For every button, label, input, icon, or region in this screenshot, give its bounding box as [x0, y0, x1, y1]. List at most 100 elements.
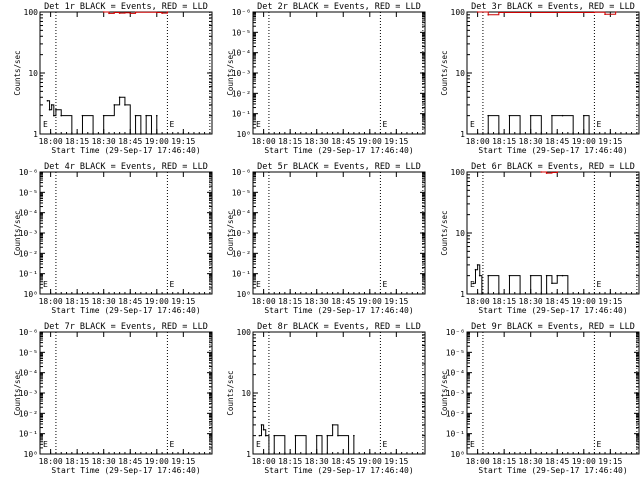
series-events-point	[268, 453, 270, 455]
series-events-point	[540, 133, 543, 135]
x-tick-label: 19:00	[358, 457, 382, 466]
start-marker-label: E	[43, 440, 48, 449]
panel-title: Det 9r BLACK = Events, RED = LLD	[471, 322, 635, 332]
series-lld-point	[551, 171, 553, 174]
series-events-point	[140, 133, 142, 135]
series-events-point	[556, 274, 559, 277]
x-tick-label: 19:00	[145, 457, 169, 466]
series-events-point	[284, 453, 286, 455]
x-tick-label: 19:15	[598, 297, 622, 306]
x-tick-label: 18:30	[519, 457, 543, 466]
start-marker-label: E	[470, 120, 475, 129]
x-axis-label: Start Time (29-Sep-17 17:46:40)	[264, 466, 413, 475]
x-tick-label: 18:15	[492, 457, 516, 466]
y-tick-label: 10⁻⁶	[19, 328, 38, 337]
plot-frame	[39, 331, 213, 455]
x-axis-label: Start Time (29-Sep-17 17:46:40)	[51, 306, 200, 315]
series-events-line	[473, 264, 569, 295]
start-marker-label: E	[256, 440, 261, 449]
series-events-point	[262, 428, 265, 431]
y-tick-label: 10⁻⁵	[232, 28, 251, 37]
x-tick-label: 18:45	[331, 457, 355, 466]
detector-panel-9: Det 9r BLACK = Events, RED = LLD 10⁰ 10⁻¹ 1…	[440, 322, 640, 475]
x-tick-label: 19:00	[145, 297, 169, 306]
y-axis-label: Counts/sec	[13, 50, 22, 95]
y-tick-label: 10⁻²	[19, 409, 38, 418]
x-tick-label: 18:45	[118, 457, 142, 466]
x-tick-label: 18:30	[519, 137, 543, 146]
x-tick-label: 18:15	[278, 297, 302, 306]
series-events-point	[519, 293, 521, 295]
y-tick-label: 10⁻¹	[446, 430, 465, 439]
y-tick-label: 10⁻⁵	[19, 348, 38, 357]
x-tick-label: 19:00	[358, 137, 382, 146]
y-axis-label: Counts/sec	[226, 210, 235, 255]
series-lld-point	[166, 11, 169, 13]
y-tick-label: 10⁻⁴	[19, 369, 38, 378]
series-events-point	[487, 274, 490, 277]
panel-title: Det 1r BLACK = Events, RED = LLD	[44, 2, 208, 12]
y-tick-label: 10⁻⁴	[232, 49, 251, 58]
series-events-point	[519, 133, 521, 135]
series-events-point	[331, 424, 334, 426]
y-tick-label: 1	[246, 450, 251, 459]
series-events-point	[145, 114, 147, 117]
series-events-point	[273, 434, 276, 437]
y-tick-label: 10⁻⁶	[19, 168, 38, 177]
panel-title: Det 5r BLACK = Events, RED = LLD	[257, 162, 421, 172]
x-tick-label: 18:15	[492, 297, 516, 306]
x-tick-label: 19:15	[171, 137, 195, 146]
x-tick-label: 18:15	[65, 137, 89, 146]
y-tick-label: 10⁰	[451, 450, 465, 459]
detector-panel-7: Det 7r BLACK = Events, RED = LLD 10⁰ 10⁻¹ 1…	[13, 322, 213, 475]
y-tick-label: 10⁻²	[446, 409, 465, 418]
x-tick-label: 19:15	[384, 457, 408, 466]
series-events-point	[92, 133, 94, 135]
x-tick-label: 19:00	[145, 137, 169, 146]
series-events-point	[118, 96, 121, 99]
x-tick-label: 18:45	[331, 297, 355, 306]
y-tick-label: 10⁻⁶	[446, 328, 465, 337]
series-events-point	[55, 108, 57, 111]
x-axis-label: Start Time (29-Sep-17 17:46:40)	[264, 306, 413, 315]
series-events-point	[476, 264, 479, 266]
y-tick-label: 10⁻⁵	[19, 188, 38, 197]
detector-panel-2: Det 2r BLACK = Events, RED = LLD 10⁰ 10⁻¹ 1…	[226, 2, 426, 155]
x-tick-label: 18:15	[278, 137, 302, 146]
series-lld-point	[556, 171, 559, 173]
series-events-point	[260, 424, 263, 426]
series-events-point	[474, 268, 477, 271]
x-tick-label: 18:30	[519, 297, 543, 306]
detector-panel-6: Det 6r BLACK = Events, RED = LLD 1 10 100 18…	[440, 162, 640, 315]
y-tick-label: 10⁻⁶	[232, 168, 251, 177]
x-axis-label: Start Time (29-Sep-17 17:46:40)	[478, 146, 627, 155]
event-marker-label: E	[597, 120, 602, 129]
series-events-point	[347, 453, 350, 455]
x-axis-label: Start Time (29-Sep-17 17:46:40)	[478, 466, 627, 475]
x-tick-label: 18:00	[252, 137, 276, 146]
x-tick-label: 18:45	[545, 137, 569, 146]
series-events-point	[264, 434, 267, 437]
series-events-point	[561, 114, 564, 117]
start-marker-label: E	[43, 120, 48, 129]
x-tick-label: 18:30	[92, 297, 116, 306]
y-tick-label: 10⁻²	[232, 249, 251, 258]
series-events-point	[46, 100, 49, 102]
detector-panel-3: Det 3r BLACK = Events, RED = LLD 1 10 100 18…	[440, 2, 640, 155]
panel-title: Det 2r BLACK = Events, RED = LLD	[257, 2, 421, 12]
y-axis-label: Counts/sec	[226, 50, 235, 95]
series-events-point	[572, 133, 574, 135]
y-tick-label: 10⁻⁴	[446, 369, 465, 378]
plot-frame	[252, 11, 426, 135]
series-events-point	[321, 453, 323, 455]
series-events-line	[259, 424, 355, 455]
x-tick-label: 18:00	[39, 297, 63, 306]
y-tick-label: 1	[460, 290, 465, 299]
detector-panel-1: Det 1r BLACK = Events, RED = LLD 1 10 100 18…	[13, 2, 213, 155]
event-marker-label: E	[597, 280, 602, 289]
y-tick-label: 10⁻²	[232, 89, 251, 98]
series-events-point	[478, 274, 481, 277]
panel-title: Det 7r BLACK = Events, RED = LLD	[44, 322, 208, 332]
y-tick-label: 10⁻⁴	[232, 209, 251, 218]
series-events-point	[508, 274, 511, 277]
